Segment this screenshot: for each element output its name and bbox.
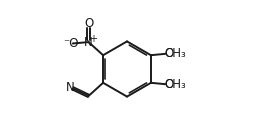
Text: +: + — [89, 34, 97, 44]
Text: CH₃: CH₃ — [165, 78, 187, 91]
Text: CH₃: CH₃ — [165, 47, 187, 60]
Text: ⁻O: ⁻O — [63, 37, 78, 50]
Text: O: O — [164, 47, 173, 60]
Text: O: O — [84, 17, 93, 30]
Text: N: N — [66, 81, 75, 94]
Text: O: O — [164, 78, 173, 91]
Text: N: N — [84, 36, 93, 49]
